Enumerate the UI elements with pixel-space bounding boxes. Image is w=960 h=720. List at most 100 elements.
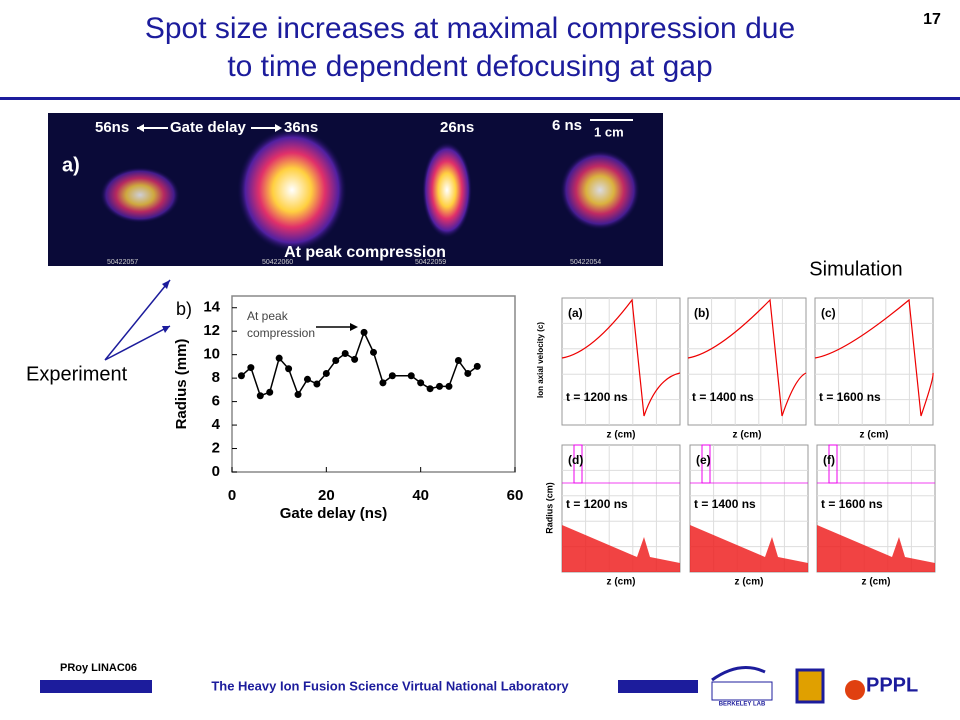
sim-time: t = 1200 ns (566, 390, 628, 404)
data-point (332, 357, 340, 365)
data-point (388, 372, 396, 380)
sim-time: t = 1400 ns (692, 390, 754, 404)
pppl-logo: PPPL (866, 674, 918, 696)
data-point (247, 364, 255, 372)
y-tick-label: 0 (212, 463, 220, 480)
sim-time: t = 1200 ns (566, 497, 628, 511)
sim-frame (687, 297, 807, 426)
simulation-panels: Ion axial velocity (c) Radius (cm) (a) t … (536, 297, 936, 588)
gate-delay: Gate delay (170, 119, 247, 136)
y-tick-label: 10 (203, 346, 220, 363)
page-number: 17 (923, 11, 941, 28)
data-point (454, 357, 462, 365)
sim-z-label: z (cm) (735, 577, 764, 588)
sim-density (562, 525, 680, 572)
data-point (417, 379, 425, 387)
delay-label: 36ns (284, 119, 318, 136)
annotation: At peak (247, 309, 289, 323)
data-point (322, 369, 330, 377)
radius-chart: 0 2 4 6 8 10 12 14 0 20 40 60 Gate delay (ns) Radius … (173, 295, 524, 522)
y-axis-label: Radius (mm) (173, 339, 190, 430)
shot-id: 50422057 (107, 259, 138, 266)
scale-label: 1 cm (594, 124, 624, 139)
data-point (370, 348, 377, 356)
x-axis-label: Gate delay (ns) (280, 505, 388, 522)
arrow-head (137, 124, 144, 132)
data-point (285, 365, 293, 373)
data-point (294, 391, 302, 399)
data-point (266, 388, 274, 396)
sim-curve (687, 298, 807, 417)
author: PRoy LINAC06 (60, 662, 137, 674)
image-panel: 56ns Gate delay 36ns 26ns 6 ns 1 cm a) 5… (48, 113, 663, 266)
sim-time: t = 1600 ns (821, 497, 883, 511)
data-point (464, 369, 472, 377)
simulation-label: Simulation (809, 258, 902, 280)
y-tick-label: 8 (212, 369, 220, 386)
y-tick-label: 6 (212, 393, 220, 410)
sim-density (817, 525, 935, 572)
sim-frame (561, 297, 681, 426)
llnl-logo (795, 668, 825, 704)
x-tick-label: 40 (412, 487, 429, 504)
beam-spot (422, 142, 472, 238)
sim-panel-label: (c) (821, 306, 836, 320)
annotation-arrow-head (350, 323, 358, 331)
y-tick-label: 4 (212, 416, 221, 433)
sim-z-label: z (cm) (607, 577, 636, 588)
title-line: to time dependent defocusing at gap (227, 50, 712, 83)
arrow-head (275, 124, 282, 132)
data-point (473, 362, 481, 370)
data-point (256, 392, 264, 400)
y-tick-label: 14 (203, 299, 220, 316)
panel-label: b) (176, 299, 192, 319)
logo-arc (711, 666, 766, 682)
title-rule (0, 97, 960, 100)
logo-box (711, 681, 773, 701)
footer-bar (40, 680, 152, 693)
data-point (426, 385, 434, 393)
shot-id: 50422060 (262, 259, 293, 266)
footer-text: The Heavy Ion Fusion Science Virtual Nat… (211, 678, 569, 693)
sim-z-label: z (cm) (607, 430, 636, 441)
data-point (436, 382, 444, 390)
data-point (379, 379, 387, 387)
sim-curve (561, 298, 681, 417)
data-point (303, 375, 311, 383)
x-tick-label: 20 (318, 487, 335, 504)
sim-panel-label: (f) (823, 453, 835, 467)
shot-id: 50422054 (570, 259, 601, 266)
shot-id: 50422059 (415, 259, 446, 266)
annotation: compression (247, 326, 315, 340)
delay-label: 26ns (440, 119, 474, 136)
title-line: Spot size increases at maximal compressi… (145, 12, 795, 45)
sim-time: t = 1400 ns (694, 497, 756, 511)
pointer-arrows (104, 279, 171, 361)
axis-label: Radius (cm) (544, 482, 554, 534)
data-point (407, 372, 415, 380)
x-tick-label: 0 (228, 487, 236, 504)
delay-label: 56ns (95, 119, 129, 136)
footer-bar (618, 680, 698, 693)
sim-z-label: z (cm) (860, 430, 889, 441)
sim-z-label: z (cm) (733, 430, 762, 441)
x-tick-label: 60 (507, 487, 524, 504)
data-point (341, 349, 349, 357)
sim-curve (814, 298, 934, 417)
sim-panel-label: (b) (694, 306, 709, 320)
berkeley-logo: BERKELEY LAB (711, 666, 773, 708)
sim-density (690, 525, 808, 572)
logo-text: BERKELEY LAB (719, 702, 766, 708)
data-point (275, 354, 283, 362)
caption: At peak compression (284, 244, 446, 261)
plot-frame (231, 295, 516, 473)
pointer-heads (162, 280, 170, 333)
pppl-logo-burst (845, 680, 865, 700)
data-point (351, 355, 359, 363)
panel-label: a) (62, 154, 80, 176)
delay-label: 6 ns (552, 117, 582, 134)
beam-spot (100, 167, 180, 223)
data-point (313, 380, 321, 388)
data-point (445, 382, 453, 390)
